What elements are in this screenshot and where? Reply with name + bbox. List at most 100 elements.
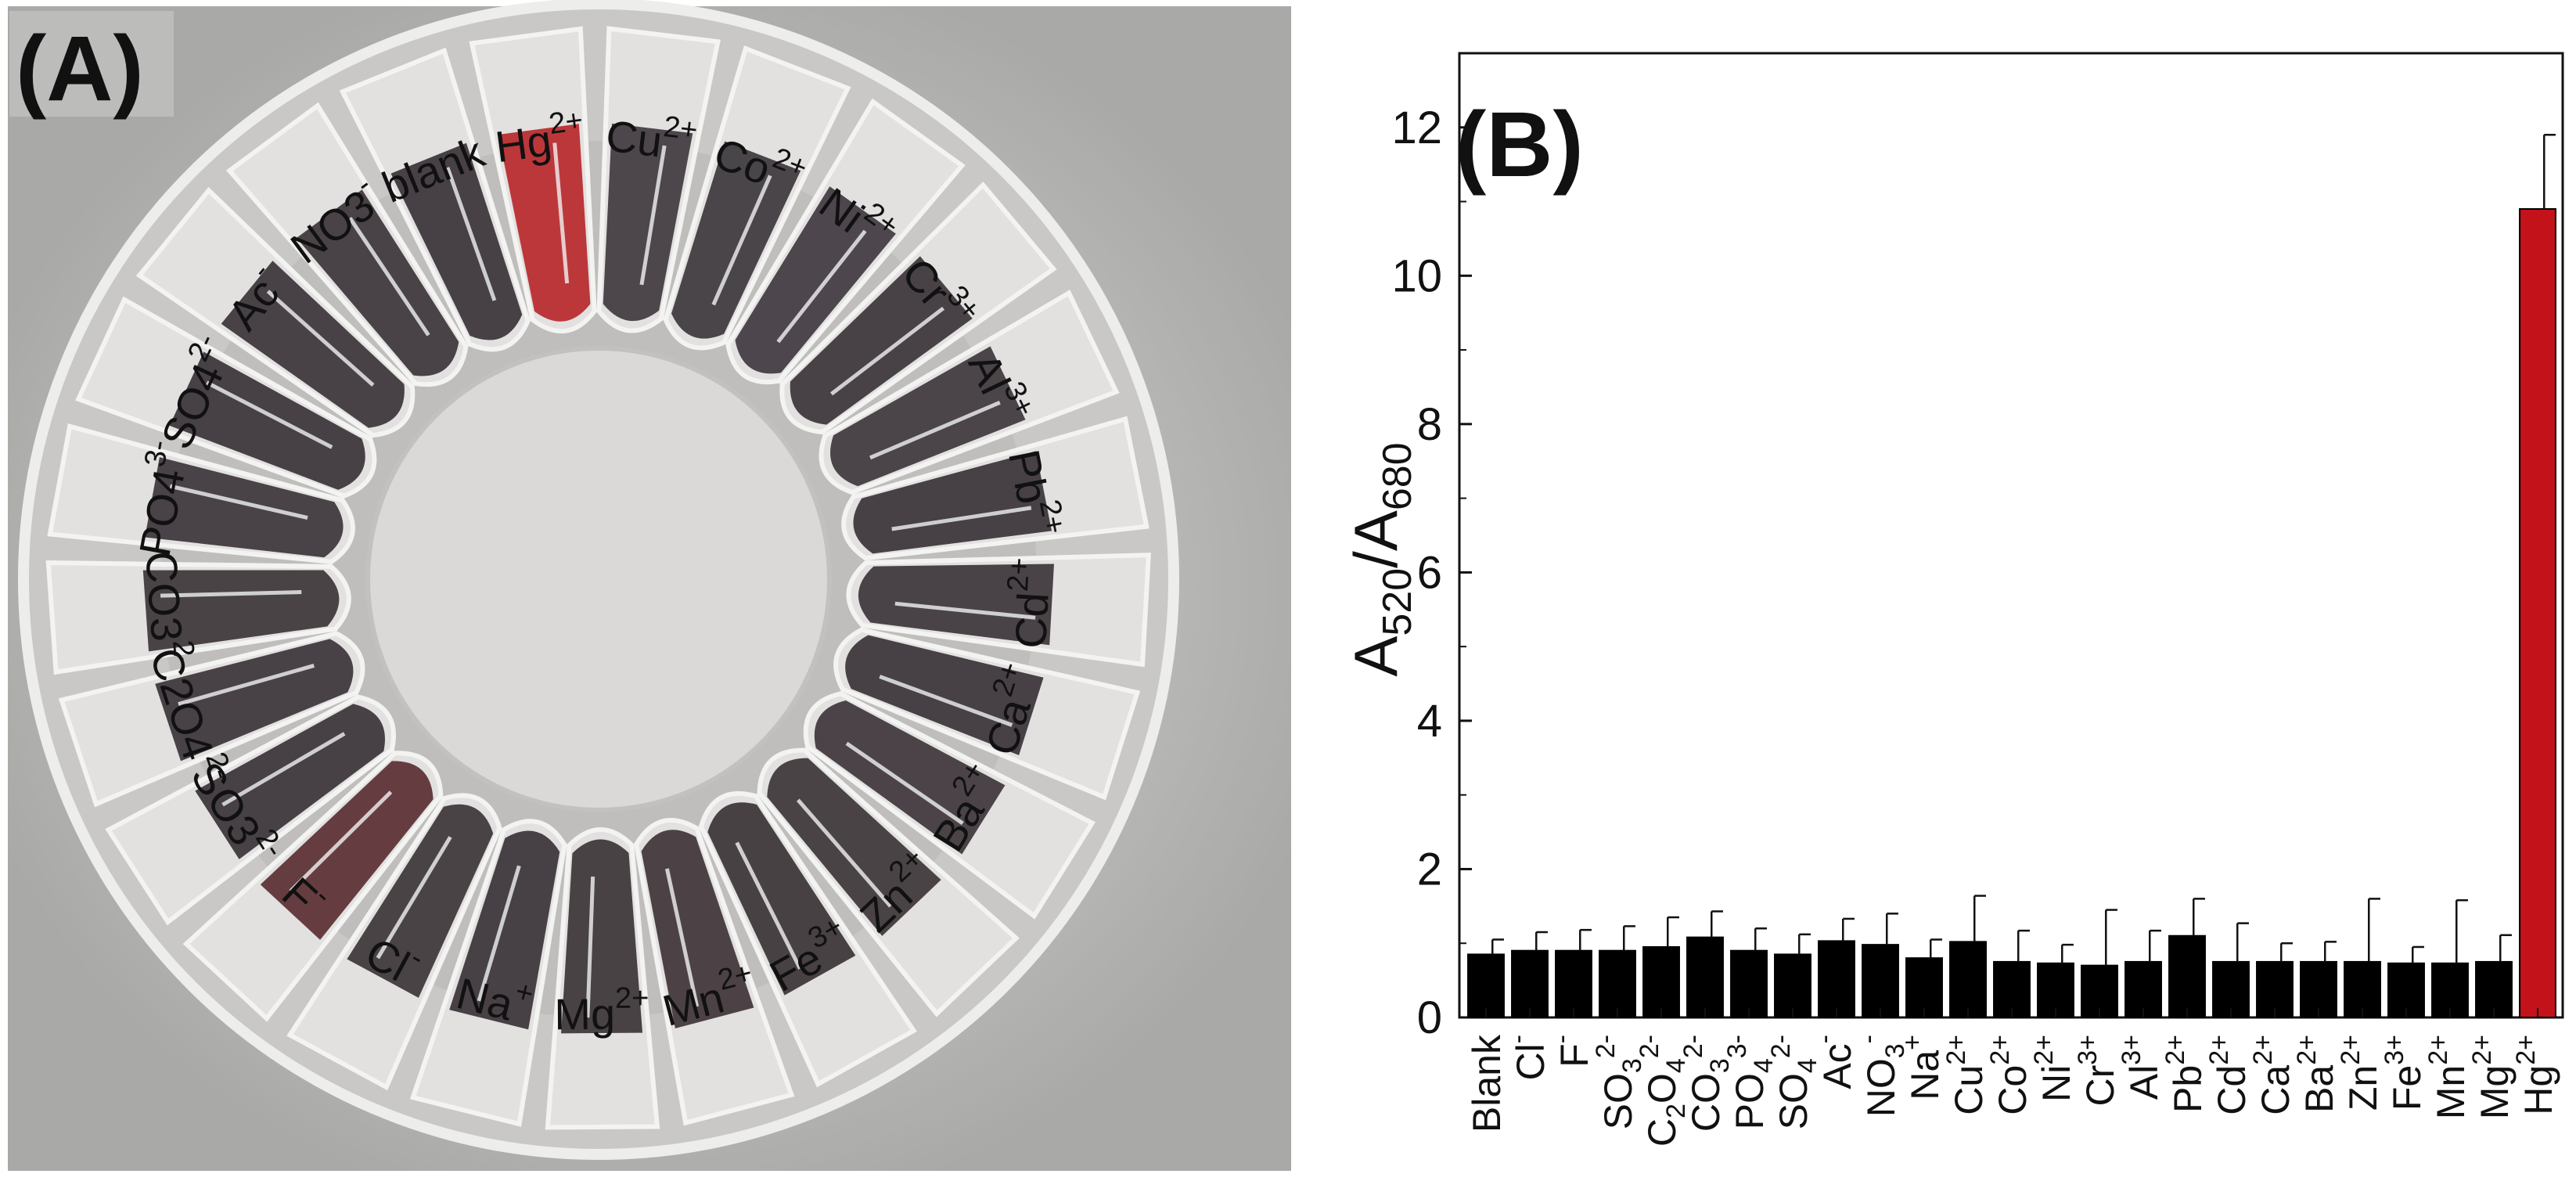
y-tick-label: 8 [1417,399,1442,450]
tube-cl [286,793,502,1091]
y-axis-label-sub2: 680 [1375,442,1420,510]
tube-ba [803,691,1096,920]
tube-pb [841,416,1149,561]
plot-area [1458,52,2564,1019]
x-tick-label-22: Fe3+ [2380,1035,2429,1111]
panel-a-label-bg [9,11,174,117]
tube-c2o4 [58,631,365,808]
x-tick-label-20: Ba2+ [2292,1035,2341,1113]
tube-liquid [858,563,1054,646]
x-tick-label-12: Cu2+ [1941,1035,1991,1115]
panel-b-label: (B) [1455,93,1584,196]
y-axis-label-sep: /A [1341,510,1410,568]
tube-no3 [225,102,469,387]
x-tick-label-1: Blank [1465,1034,1509,1132]
x-tick-label-7: PO43- [1722,1035,1779,1129]
tube-fe [698,790,917,1088]
bar-15 [2081,964,2118,1018]
tube-highlight [348,217,430,337]
tube-hg [469,26,597,334]
tube-zn [757,747,1020,1017]
x-tick-label-24: Mg2+ [2467,1035,2517,1119]
tube-highlight [891,506,1032,531]
bar-5 [1642,945,1680,1019]
bar-3 [1555,949,1592,1018]
tube-highlight [845,741,964,826]
y-axis-label-main: A [1341,636,1410,677]
tube-label-mg: Mg2+ [554,982,649,1039]
x-tick-label-21: Zn2+ [2336,1035,2385,1111]
x-tick-label-9: Ac- [1810,1035,1859,1089]
error-bar-series [1485,133,2556,1017]
tube-liquid [830,346,1026,487]
x-tick-label-2: Cl- [1503,1035,1552,1081]
bar-12 [1949,941,1987,1018]
tube-highlight [894,601,1036,620]
tube-group [45,26,1151,1130]
tube-co [663,45,851,351]
tube-liquid [145,457,344,558]
y-tick-label: 2 [1417,844,1442,895]
center-hole [365,346,832,812]
tube-highlight [160,590,302,598]
tube-highlight [169,484,308,520]
tube-highlight [178,664,315,707]
tube-ring-photo: blank Hg2+ Cu2+ Co2+Ni2+Cr3+Al3+Pb2+Cd2+Ca2… [8,0,1291,1171]
x-tick-label-5: C2O42- [1635,1035,1691,1147]
tube-label-hg: Hg2+ [491,104,588,171]
tube-highlight [376,836,452,960]
tube-label-na: Na+ [452,961,537,1033]
tube-highlight [830,306,945,396]
x-tick-label-18: Cd2+ [2204,1035,2254,1115]
bar-10 [1862,944,1899,1018]
bar-7 [1730,949,1768,1018]
tube-label-pb: Pb2+ [999,445,1071,542]
bar-9 [1818,940,1855,1018]
y-axis: 0 2 4 6 8 10 12 [1391,103,1472,1043]
bar-series [1467,208,2556,1019]
tube-highlight [869,400,1001,460]
tube-liquid [449,830,560,1030]
tube-highlight [206,380,333,449]
tube-liquid [814,700,1006,855]
tube-highlight [735,841,802,970]
tube-cu [596,26,721,333]
tube-liquid [169,351,365,490]
tube-so4 [75,296,377,499]
tube-highlight [776,229,867,344]
y-tick-label: 10 [1391,250,1442,301]
x-tick-label-25: Hg2+ [2511,1035,2560,1115]
x-tick-labels: Blank Cl- F- SO32- C2O42- CO32- PO43- SO4… [1465,1034,2560,1147]
panel-b-chart: 0 2 4 6 8 10 12 Blank Cl- F- SO32- C2O42- CO32-… [1299,0,2576,1177]
tube-ni [725,98,966,385]
x-tick-label-4: SO32- [1591,1035,1647,1129]
x-tick-label-23: Mn2+ [2423,1035,2473,1119]
tube-highlight [289,790,393,893]
y-axis-label: A520/A680 [1341,442,1420,676]
bar-11 [1905,957,1943,1018]
y-tick-label: 0 [1417,992,1442,1043]
tube-po4 [47,423,355,565]
tube-na [409,819,567,1127]
tube-liquid [195,704,385,859]
tube-so3 [105,694,396,926]
bar-17 [2168,934,2206,1019]
tube-highlight [445,167,497,301]
tube-cr [779,181,1057,435]
tube-ac [135,186,416,438]
bar-4 [1599,949,1636,1018]
tube-highlight [266,290,375,387]
bar-8 [1774,953,1811,1019]
x-tick-label-19: Ca2+ [2248,1035,2297,1115]
tube-blank [339,47,531,352]
tube-liquid [221,261,405,428]
tube-liquid [767,758,941,936]
tube-co3 [45,560,351,675]
tube-label-co3: CO32- [136,549,200,670]
plot-frame [1458,52,2564,1019]
tube-liquid [845,635,1044,755]
tube-highlight [796,798,893,908]
y-tick-label: 12 [1391,103,1442,153]
x-tick-label-6: CO32- [1678,1035,1735,1132]
x-tick-label-10: NO3- [1854,1035,1910,1117]
